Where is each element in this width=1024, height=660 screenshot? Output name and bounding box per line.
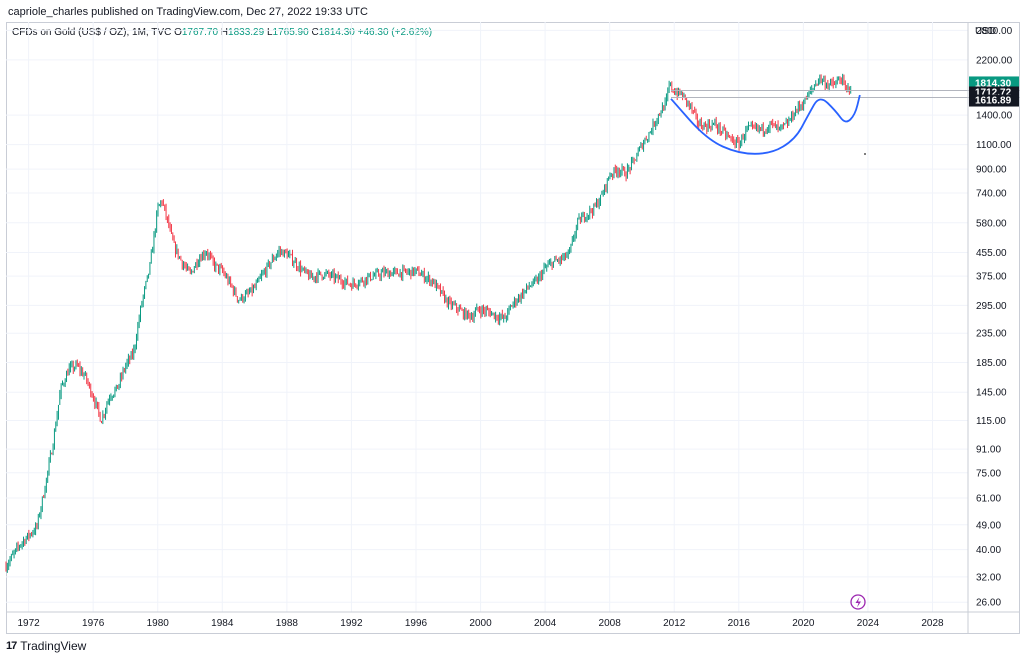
x-tick-label: 2008 [599,618,622,629]
y-tick-label: 455.00 [976,248,1007,259]
close-label: C [311,27,319,38]
x-tick-label: 2024 [857,618,880,629]
ohlc-legend: CFDs on Gold (US$ / OZ), 1M, TVC O1767.7… [12,27,432,38]
x-tick-label: 2004 [534,618,557,629]
low-label: L [266,27,273,38]
y-tick-label: 185.00 [976,358,1007,369]
open-label: O [174,27,182,38]
x-tick-label: 2012 [663,618,686,629]
tradingview-footer[interactable]: 17 TradingView [6,639,86,653]
last-price-value: 1814.30 [975,78,1012,89]
y-tick-label: 32.00 [976,572,1001,583]
y-tick-label: 900.00 [976,165,1007,176]
x-tick-label: 2016 [728,618,751,629]
flash-icon[interactable] [850,594,866,610]
x-tick-label: 2020 [792,618,815,629]
y-tick-label: 75.00 [976,468,1001,479]
x-tick-label: 2028 [921,618,944,629]
level-2-value: 1616.89 [975,96,1012,107]
y-tick-label: 235.00 [976,329,1007,340]
y-tick-label: 61.00 [976,494,1001,505]
high-label: H [220,27,229,38]
x-tick-label: 1976 [82,618,105,629]
tradingview-brand: TradingView [20,639,87,653]
y-tick-label: 1100.00 [976,140,1012,151]
change-value: +46.30 (+2.62%) [357,27,433,38]
tradingview-logo-icon: 17 [6,640,17,652]
y-tick-label: 580.00 [976,218,1007,229]
level-1-value: 1712.72 [975,87,1012,98]
y-tick-label: 40.00 [976,545,1001,556]
x-tick-label: 1972 [17,618,40,629]
y-tick-label: 1400.00 [976,111,1013,122]
dot-mark [864,153,866,155]
x-tick-label: 1988 [276,618,299,629]
symbol-label: CFDs on Gold (US$ / OZ), 1M, TVC [12,27,172,38]
y-tick-label: 295.00 [976,301,1007,312]
currency-label: USD [975,26,996,37]
y-tick-label: 49.00 [976,520,1001,531]
low-value: 1765.90 [272,27,309,38]
x-tick-label: 1996 [405,618,428,629]
y-tick-label: 2800.00 [976,26,1013,37]
y-tick-label: 375.00 [976,272,1007,283]
y-tick-label: 2200.00 [976,55,1013,66]
y-tick-label: 115.00 [976,416,1006,427]
close-value: 1814.30 [318,27,355,38]
x-tick-label: 2000 [469,618,492,629]
y-tick-label: 740.00 [976,189,1007,200]
x-tick-label: 1984 [211,618,234,629]
x-tick-label: 1992 [340,618,363,629]
level-2-tag [969,94,1019,107]
cup-annotation [670,94,861,155]
open-value: 1767.70 [181,27,219,38]
chart-frame [6,22,1020,634]
high-value: 1833.29 [228,27,265,38]
y-tick-label: 91.00 [976,445,1001,456]
x-tick-label: 1980 [147,618,170,629]
y-tick-label: 145.00 [976,388,1007,399]
y-tick-label: 26.00 [976,598,1001,609]
publish-info: capriole_charles published on TradingVie… [8,6,368,18]
